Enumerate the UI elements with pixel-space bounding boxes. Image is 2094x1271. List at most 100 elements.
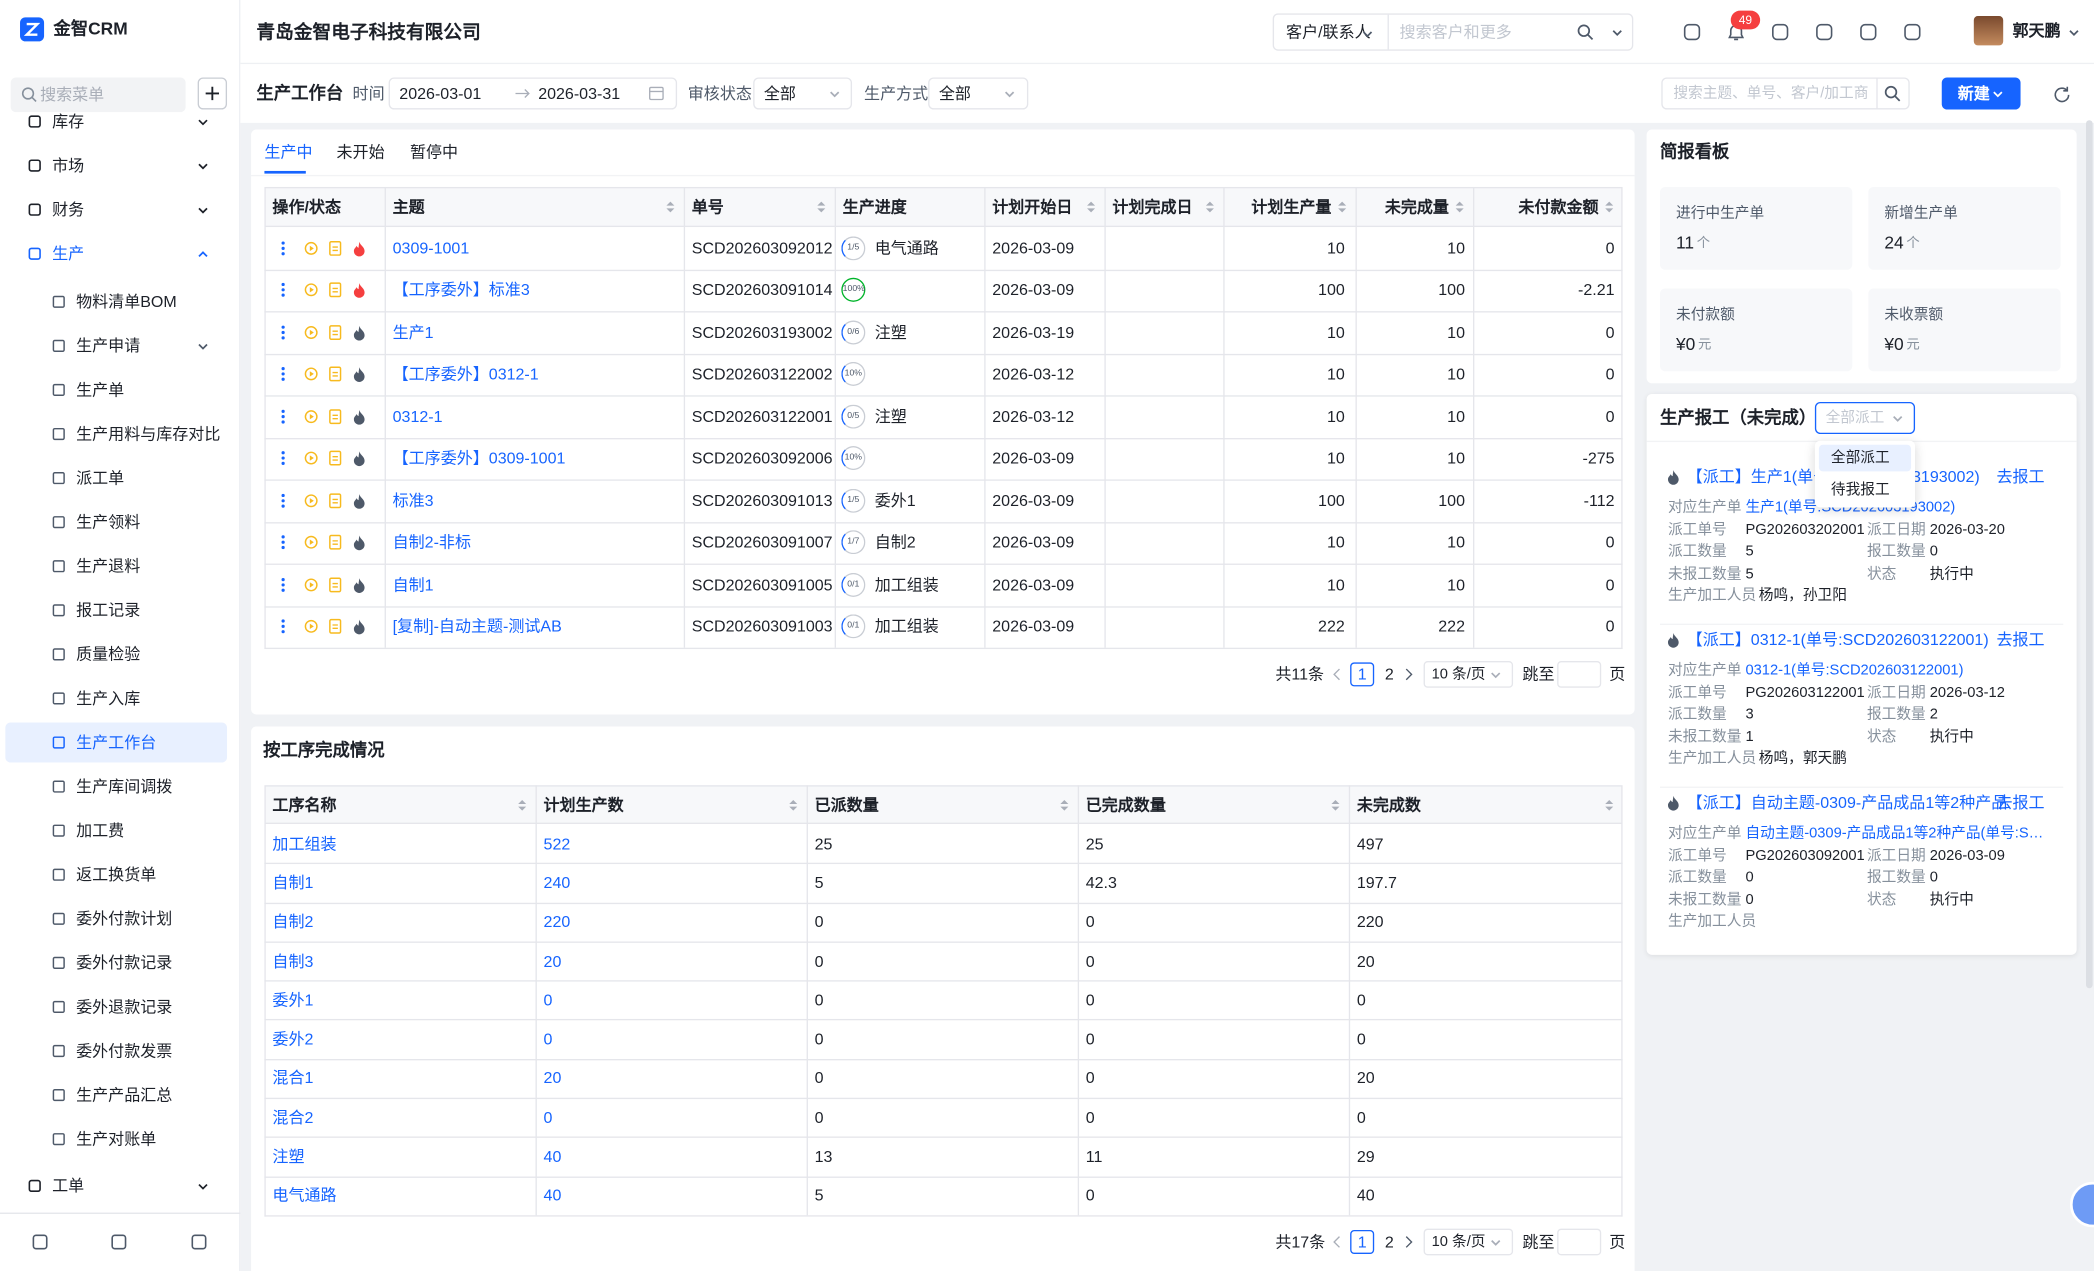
row-action[interactable] (304, 326, 317, 339)
process-cell[interactable]: 混合1 (272, 1066, 313, 1090)
order-subject[interactable]: 自制1 (393, 573, 434, 597)
process-cell[interactable]: 0 (544, 1105, 553, 1129)
header-icon[interactable] (1771, 23, 1790, 42)
pager-input[interactable] (1557, 661, 1601, 688)
report-action[interactable]: 去报工 (1997, 628, 2045, 652)
submenu-item[interactable]: 生产申请 (76, 334, 140, 358)
order-subject[interactable]: 0312-1 (393, 404, 443, 428)
row-doc[interactable] (329, 535, 342, 551)
submenu-item[interactable]: 派工单 (76, 466, 124, 490)
process-cell[interactable]: 自制1 (272, 871, 313, 895)
sort-icon[interactable] (788, 797, 799, 813)
submenu-item[interactable]: 质量检验 (76, 642, 140, 666)
row-action[interactable] (304, 536, 317, 549)
sort-icon[interactable] (1454, 199, 1465, 215)
dropdown-option[interactable]: 待我报工 (1831, 478, 1890, 502)
tab[interactable]: 生产中 (264, 140, 312, 164)
row-doc[interactable] (329, 619, 342, 635)
report-action[interactable]: 去报工 (1997, 791, 2045, 815)
submenu-item[interactable]: 返工换货单 (76, 863, 156, 887)
menu-item[interactable]: 工单 (52, 1174, 84, 1198)
menu-item[interactable]: 财务 (52, 198, 84, 222)
row-doc[interactable] (329, 577, 342, 593)
search-icon[interactable] (1884, 85, 1900, 101)
header-icon[interactable] (1903, 23, 1922, 42)
dropdown-option[interactable]: 全部派工 (1831, 446, 1890, 470)
submenu-item[interactable]: 物料清单BOM (76, 290, 177, 314)
sidebar-tool[interactable] (32, 1234, 48, 1250)
row-doc[interactable] (329, 324, 342, 340)
menu-item[interactable]: 生产 (52, 242, 84, 266)
sort-icon[interactable] (1086, 199, 1097, 215)
order-subject[interactable]: 生产1 (393, 320, 434, 344)
process-cell[interactable]: 0 (544, 1027, 553, 1051)
header-icon[interactable] (1815, 23, 1834, 42)
order-subject[interactable]: 自制2-非标 (393, 531, 471, 555)
sort-icon[interactable] (816, 199, 827, 215)
row-menu[interactable] (280, 535, 285, 551)
report-item-title[interactable]: 【派工】自动主题-0309-产品成品1等2种产品 (1687, 791, 2008, 815)
sort-icon[interactable] (1059, 797, 1070, 813)
row-action[interactable] (304, 494, 317, 507)
submenu-item[interactable]: 生产工作台 (76, 730, 156, 754)
order-subject[interactable]: 【工序委外】0312-1 (393, 362, 539, 386)
row-menu[interactable] (280, 619, 285, 635)
submenu-item[interactable]: 生产库间调拨 (76, 775, 172, 799)
submenu-item[interactable]: 生产对账单 (76, 1127, 156, 1151)
row-doc[interactable] (329, 492, 342, 508)
submenu-item[interactable]: 生产产品汇总 (76, 1083, 172, 1107)
process-cell[interactable]: 20 (544, 1066, 562, 1090)
search-placeholder[interactable]: 搜索客户和更多 (1400, 20, 1512, 44)
row-action[interactable] (304, 578, 317, 591)
pager-prev[interactable] (1333, 1237, 1341, 1248)
pager-next[interactable] (1405, 669, 1413, 680)
process-cell[interactable]: 自制3 (272, 949, 313, 973)
order-subject[interactable]: 0309-1001 (393, 236, 470, 260)
submenu-item[interactable]: 生产单 (76, 378, 124, 402)
submenu-item[interactable]: 委外退款记录 (76, 995, 172, 1019)
pager-next[interactable] (1405, 1237, 1413, 1248)
header-icon[interactable] (1683, 23, 1702, 42)
sort-icon[interactable] (517, 797, 528, 813)
row-action[interactable] (304, 452, 317, 465)
sort-icon[interactable] (1337, 199, 1348, 215)
process-cell[interactable]: 40 (544, 1184, 562, 1208)
pager-page[interactable]: 2 (1385, 1230, 1394, 1254)
header-icon[interactable] (1859, 23, 1878, 42)
process-cell[interactable]: 注塑 (272, 1145, 304, 1169)
submenu-item[interactable]: 生产入库 (76, 686, 140, 710)
sidebar-tool[interactable] (111, 1234, 127, 1250)
search-scope[interactable]: 客户/联系人 (1286, 20, 1371, 44)
row-doc[interactable] (329, 240, 342, 256)
process-cell[interactable]: 委外1 (272, 988, 313, 1012)
row-menu[interactable] (280, 240, 285, 256)
sort-icon[interactable] (1205, 199, 1216, 215)
row-menu[interactable] (280, 282, 285, 298)
order-subject[interactable]: 【工序委外】标准3 (393, 278, 530, 302)
submenu-item[interactable]: 加工费 (76, 819, 124, 843)
process-cell[interactable]: 电气通路 (272, 1184, 336, 1208)
row-menu[interactable] (280, 324, 285, 340)
process-cell[interactable]: 220 (544, 910, 571, 934)
row-action[interactable] (304, 620, 317, 633)
row-doc[interactable] (329, 366, 342, 382)
sort-icon[interactable] (1330, 797, 1341, 813)
sort-icon[interactable] (1604, 797, 1615, 813)
process-cell[interactable]: 委外2 (272, 1027, 313, 1051)
row-doc[interactable] (329, 408, 342, 424)
process-cell[interactable]: 20 (544, 949, 562, 973)
user-name[interactable]: 郭天鹏 (2013, 19, 2061, 43)
sort-icon[interactable] (665, 199, 676, 215)
row-menu[interactable] (280, 492, 285, 508)
submenu-item[interactable]: 委外付款计划 (76, 907, 172, 931)
refresh-icon[interactable] (2054, 85, 2070, 101)
process-cell[interactable]: 40 (544, 1145, 562, 1169)
sort-icon[interactable] (1604, 199, 1615, 215)
process-cell[interactable]: 混合2 (272, 1105, 313, 1129)
submenu-item[interactable]: 生产用料与库存对比 (76, 422, 220, 446)
row-action[interactable] (304, 368, 317, 381)
row-action[interactable] (304, 410, 317, 423)
report-action[interactable]: 去报工 (1997, 465, 2045, 489)
order-subject[interactable]: 标准3 (393, 488, 434, 512)
process-cell[interactable]: 522 (544, 832, 571, 856)
